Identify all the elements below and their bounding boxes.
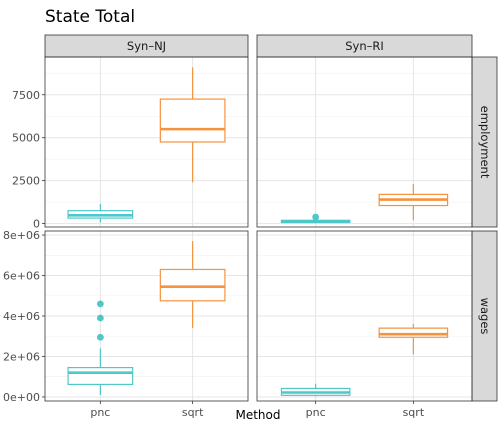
facet-strip-row (471, 230, 498, 402)
box-iqr (67, 367, 134, 386)
y-tick-label: 2500 (12, 175, 40, 188)
box-iqr (378, 327, 449, 338)
y-tick-label: 0 (33, 218, 40, 231)
box-outlier-point (96, 314, 104, 322)
facet-panels: Syn–NJ Syn–RI employment wages 0 2500 5000 7500… (3, 34, 498, 419)
box-outlier-point (96, 333, 104, 341)
chart-title: State Total (45, 7, 135, 27)
panel-border (44, 56, 249, 228)
y-tick-label: 2e+06 (3, 350, 40, 363)
x-tick-label: sqrt (182, 406, 204, 419)
facet-strip-column-label: Syn–NJ (127, 39, 166, 53)
panel-border (256, 230, 473, 402)
x-axis-title: Method (235, 408, 280, 422)
y-tick-label: 7500 (12, 89, 40, 102)
facet-strip-row-label: wages (478, 298, 492, 335)
y-tick-label: 8e+06 (3, 229, 40, 242)
box-iqr (159, 98, 226, 143)
y-tick-label: 0e+00 (3, 391, 40, 404)
panel-border (256, 56, 473, 228)
box-iqr (159, 268, 226, 302)
y-tick-label: 6e+06 (3, 270, 40, 283)
box-outlier-point (96, 300, 104, 308)
box-outlier-point (312, 213, 320, 221)
x-tick-label: sqrt (403, 406, 425, 419)
facet-strip-column-label: Syn–RI (345, 39, 384, 53)
x-tick-label: pnc (306, 406, 326, 419)
y-tick-label: 4e+06 (3, 310, 40, 323)
facet-strip-row (471, 56, 498, 228)
y-tick-label: 5000 (12, 132, 40, 145)
facet-strip-row-label: employment (478, 106, 492, 179)
x-tick-label: pnc (90, 406, 110, 419)
